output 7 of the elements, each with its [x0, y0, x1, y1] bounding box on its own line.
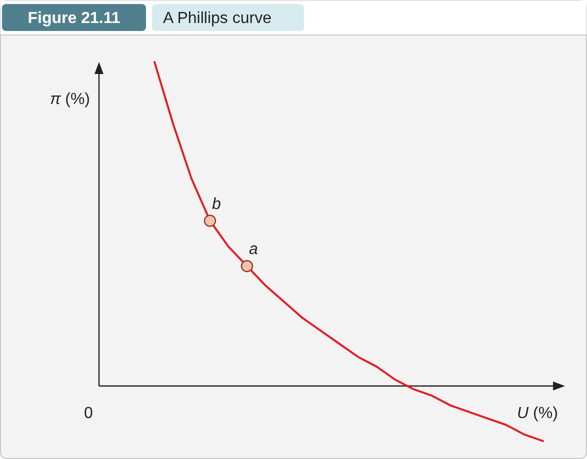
- y-axis-title: π (%): [50, 91, 90, 108]
- chart-title: A Phillips curve: [163, 10, 272, 27]
- annotation: a: [249, 241, 258, 258]
- chart-subtitle: Figure 21.11: [28, 10, 120, 27]
- text: 0: [84, 405, 93, 422]
- annotation: b: [212, 196, 221, 213]
- x-axis-title: U (%): [517, 405, 558, 422]
